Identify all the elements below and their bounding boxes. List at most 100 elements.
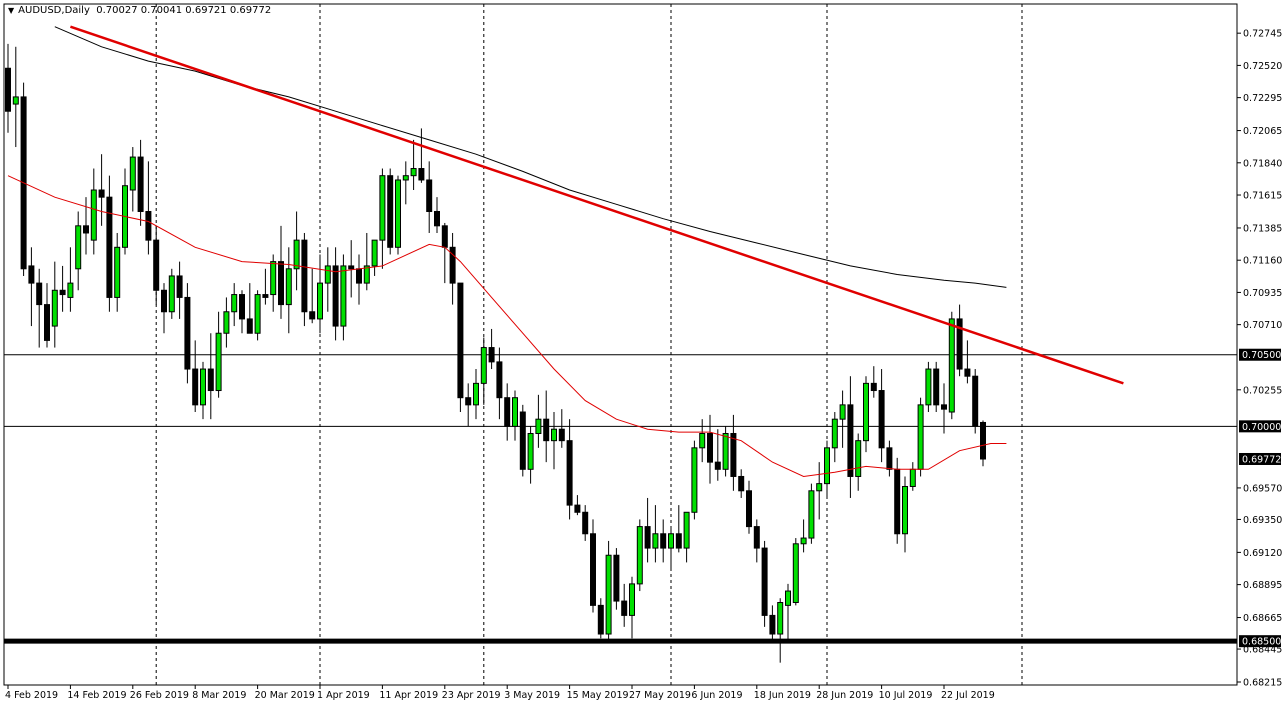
price-tick-label: 0.71615 (1243, 191, 1282, 202)
bearish-candle (558, 428, 565, 442)
bullish-candle (917, 404, 924, 470)
bearish-candle (613, 554, 620, 602)
bearish-candle (161, 289, 167, 313)
bearish-candle (465, 397, 472, 406)
price-label-box (1239, 348, 1281, 361)
bearish-candle (348, 265, 355, 270)
bullish-candle (551, 428, 557, 442)
bearish-candle (878, 390, 885, 449)
bullish-candle (129, 156, 136, 191)
bullish-candle (410, 168, 417, 177)
price-tick-label: 0.69350 (1243, 515, 1282, 526)
bearish-candle (59, 289, 66, 296)
bullish-candle (808, 490, 815, 539)
bullish-candle (512, 397, 518, 427)
bullish-candle (785, 590, 791, 606)
bearish-candle (449, 246, 456, 284)
bullish-candle (683, 511, 690, 549)
price-label-box (1239, 420, 1281, 433)
bullish-candle (270, 261, 277, 296)
bearish-candle (44, 304, 50, 341)
bearish-candle (106, 196, 113, 298)
bearish-candle (504, 397, 511, 427)
time-tick-label: 3 May 2019 (504, 690, 560, 701)
price-label-text: 0.69772 (1242, 454, 1281, 465)
bearish-candle (137, 156, 144, 212)
bearish-candle (441, 225, 448, 248)
downtrend-line (69, 25, 1124, 385)
bearish-candle (933, 368, 940, 406)
time-tick-label: 4 Feb 2019 (5, 690, 58, 701)
bearish-candle (356, 268, 362, 284)
bullish-candle (293, 239, 300, 270)
bullish-candle (839, 404, 846, 420)
bearish-candle (590, 533, 596, 606)
time-tick-label: 15 May 2019 (567, 690, 629, 701)
price-tick-label: 0.72065 (1243, 126, 1282, 137)
bearish-candle (176, 275, 183, 298)
price-label-box (1239, 452, 1281, 465)
bearish-candle (894, 468, 901, 535)
bullish-candle (831, 418, 838, 449)
bullish-candle (324, 265, 331, 284)
bearish-candle (543, 418, 550, 442)
bearish-candle (36, 282, 43, 306)
collapse-arrow-icon[interactable]: ▼ (8, 6, 15, 15)
time-tick-label: 18 Jun 2019 (754, 690, 811, 701)
bullish-candle (691, 447, 698, 513)
price-label-text: 0.68500 (1242, 637, 1281, 648)
bearish-candle (730, 432, 737, 477)
bullish-candle (371, 239, 378, 267)
price-tick-label: 0.68215 (1243, 678, 1282, 689)
time-tick-label: 20 Mar 2019 (255, 690, 315, 701)
price-tick-label: 0.68895 (1243, 580, 1282, 591)
bullish-candle (824, 447, 830, 485)
price-tick-label: 0.69570 (1243, 483, 1282, 494)
bullish-candle (75, 225, 82, 270)
bearish-candle (434, 210, 440, 227)
bullish-candle (535, 418, 542, 434)
bullish-candle (722, 432, 729, 470)
bearish-candle (941, 404, 947, 410)
chart-header: ▼ AUDUSD,Daily 0.70027 0.70041 0.69721 0.… (8, 5, 271, 16)
bearish-candle (870, 382, 877, 392)
bearish-candle (496, 361, 503, 399)
bullish-candle (480, 347, 487, 384)
time-tick-label: 8 Mar 2019 (192, 690, 246, 701)
bearish-candle (746, 490, 752, 528)
bullish-candle (855, 440, 862, 477)
bullish-candle (629, 583, 635, 616)
horizontal-levels (4, 354, 1237, 644)
bearish-candle (964, 368, 971, 377)
bearish-candle (278, 261, 284, 306)
bullish-candle (395, 179, 401, 248)
bearish-candle (644, 526, 651, 549)
bullish-candle (925, 368, 932, 406)
bullish-candle (363, 265, 370, 284)
bullish-candle (379, 175, 386, 241)
bearish-candle (956, 318, 963, 370)
bullish-candle (223, 311, 230, 334)
bearish-candle (145, 210, 152, 241)
candlesticks (5, 43, 986, 663)
bullish-candle (200, 368, 206, 406)
time-tick-label: 1 Apr 2019 (317, 690, 370, 701)
bearish-candle (761, 547, 768, 616)
bearish-candle (714, 461, 721, 470)
bullish-candle (863, 382, 869, 442)
bearish-candle (753, 526, 760, 549)
bullish-candle (792, 543, 799, 604)
bearish-candle (28, 265, 35, 284)
bearish-candle (769, 614, 776, 635)
time-tick-label: 11 Apr 2019 (379, 690, 438, 701)
bearish-candle (621, 600, 628, 616)
bullish-candle (473, 382, 479, 406)
time-tick-label: 27 May 2019 (629, 690, 691, 701)
bullish-candle (231, 294, 238, 313)
bearish-candle (5, 67, 11, 112)
time-tick-label: 22 Jul 2019 (941, 690, 995, 701)
bullish-candle (605, 554, 612, 635)
time-tick-label: 14 Feb 2019 (67, 690, 126, 701)
time-tick-label: 10 Jul 2019 (879, 690, 933, 701)
